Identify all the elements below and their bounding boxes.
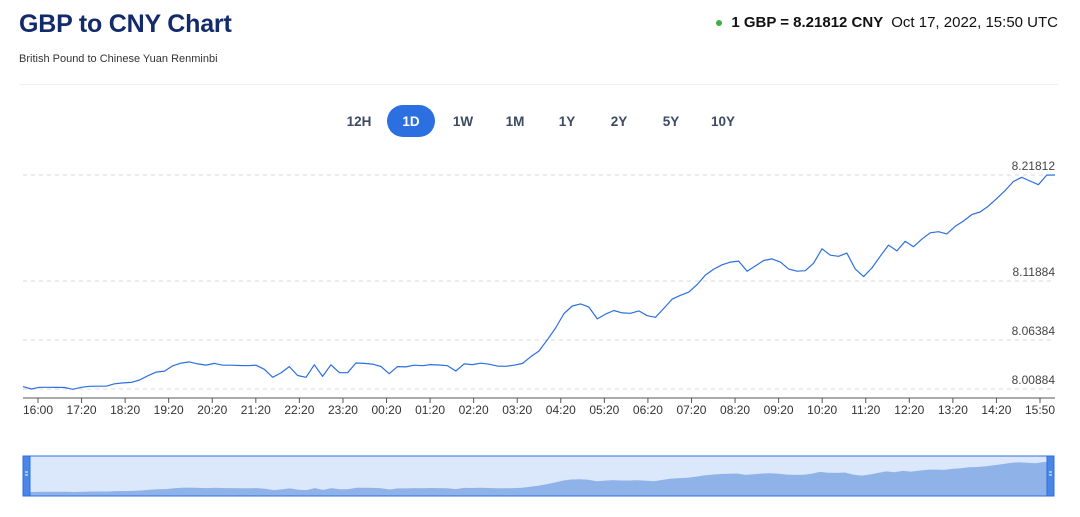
x-tick-label: 15:50 [1025,403,1055,417]
x-tick-label: 11:20 [851,403,880,417]
page-title: GBP to CNY Chart [19,10,232,38]
range-button-5y[interactable]: 5Y [662,113,680,129]
x-tick-label: 10:20 [807,403,837,417]
y-tick-label: 8.00884 [1012,373,1056,387]
range-button-2y[interactable]: 2Y [610,113,628,129]
range-button-1d[interactable]: 1D [387,105,435,137]
range-button-12h[interactable]: 12H [346,113,372,129]
x-tick-label: 20:20 [197,403,227,417]
x-tick-label: 01:20 [415,403,445,417]
y-tick-label: 8.21812 [1012,159,1056,173]
x-tick-label: 09:20 [764,403,794,417]
range-button-1y[interactable]: 1Y [558,113,576,129]
x-tick-label: 08:20 [720,403,750,417]
header-divider [19,84,1058,85]
range-button-1w[interactable]: 1W [452,113,474,129]
x-tick-label: 05:20 [589,403,619,417]
x-tick-label: 23:20 [328,403,358,417]
x-tick-label: 03:20 [502,403,532,417]
range-button-1m[interactable]: 1M [505,113,525,129]
x-tick-label: 04:20 [546,403,576,417]
range-navigator[interactable] [0,450,1080,500]
navigator-handle-left[interactable] [22,455,31,497]
rate-timestamp: Oct 17, 2022, 15:50 UTC [891,14,1058,31]
x-tick-label: 17:20 [67,403,97,417]
x-tick-label: 06:20 [633,403,663,417]
x-tick-label: 12:20 [894,403,924,417]
x-tick-label: 19:20 [154,403,184,417]
x-tick-label: 14:20 [981,403,1011,417]
x-tick-label: 02:20 [459,403,489,417]
live-indicator-dot-icon [716,19,723,26]
navigator-area [25,462,1052,496]
x-tick-label: 21:20 [241,403,271,417]
y-tick-label: 8.06384 [1012,324,1056,338]
page-subtitle: British Pound to Chinese Yuan Renminbi [19,53,218,65]
y-tick-label: 8.11884 [1013,265,1056,279]
x-tick-label: 16:00 [23,403,53,417]
exchange-rate-chart: 8.21812 8.11884 8.06384 8.00884 16:00 17:20 18… [22,159,1056,417]
x-tick-label: 13:20 [938,403,968,417]
range-selector: 12H 1D 1W 1M 1Y 2Y 5Y 10Y [335,105,751,137]
range-button-10y[interactable]: 10Y [710,113,736,129]
current-rate: 1 GBP = 8.21812 CNY Oct 17, 2022, 15:50 … [716,14,1058,31]
series-line [22,174,1056,390]
x-tick-label: 18:20 [110,403,140,417]
current-rate-value: 1 GBP = 8.21812 CNY [731,14,884,31]
x-tick-label: 00:20 [372,403,402,417]
x-tick-label: 22:20 [284,403,314,417]
navigator-handle-right[interactable] [1046,455,1055,497]
x-tick-label: 07:20 [676,403,706,417]
